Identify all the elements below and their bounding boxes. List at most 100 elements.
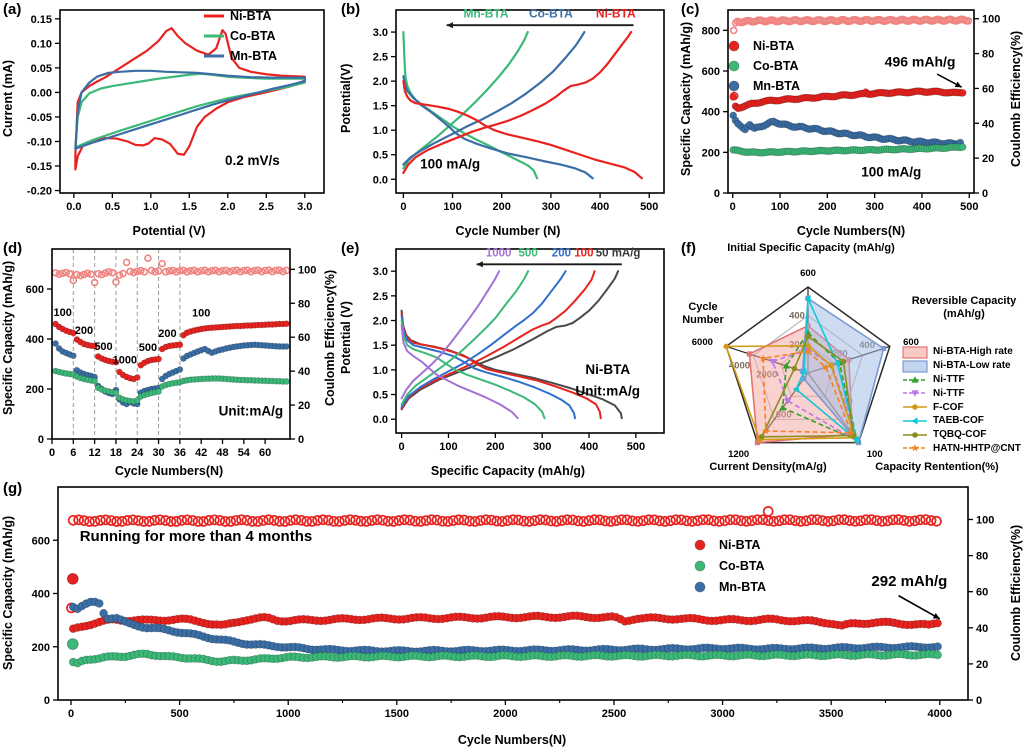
legend-swatch [694,581,706,592]
svg-text:Ni-BTA: Ni-BTA [585,362,630,377]
legend-item-f-0: Ni-BTA-High rate [902,345,1021,359]
panel-c-ylabel-right: Coulomb Efficiency(%) [1009,30,1023,167]
svg-text:500: 500 [139,342,157,354]
legend-label: Co-BTA [230,29,276,43]
svg-text:6: 6 [70,447,76,459]
legend-swatch [902,346,928,359]
svg-text:60: 60 [298,332,310,344]
svg-text:0.15: 0.15 [31,14,52,26]
svg-text:40: 40 [982,118,994,130]
svg-text:400: 400 [580,441,598,453]
svg-text:50 mA/g: 50 mA/g [596,247,641,259]
legend-label: Ni-BTA [719,537,761,552]
svg-text:-0.10: -0.10 [27,136,52,148]
svg-text:60: 60 [259,447,271,459]
legend-item-c-1: Co-BTA [726,56,800,76]
svg-text:42: 42 [195,447,207,459]
svg-text:3000: 3000 [710,708,734,720]
svg-text:0.0: 0.0 [66,201,81,213]
legend-label: TAEB-COF [933,415,984,427]
panel-e-ylabel: Potential (V) [339,301,353,375]
radar-axis-title-capacity-retention: Capacity Rentention(%) [875,461,999,473]
legend-label: Mn-BTA [753,79,800,93]
svg-text:80: 80 [976,551,988,563]
panel-b-xlabel: Cycle Number (N) [455,224,561,238]
svg-text:100: 100 [298,264,316,276]
legend-item-f-2: Ni-TTF [902,373,1021,387]
svg-text:2.0: 2.0 [373,76,388,88]
svg-text:Running for more than 4 months: Running for more than 4 months [80,528,313,545]
legend-item-f-6: TQBQ-COF [902,428,1021,442]
svg-text:200: 200 [158,328,176,340]
legend-item-f-4: F-COF [902,400,1021,414]
svg-text:400: 400 [702,107,720,119]
svg-text:0.0: 0.0 [373,414,388,426]
svg-text:200: 200 [26,384,44,396]
svg-text:48: 48 [216,447,228,459]
panel-c-ylabel: Specific Capacity (mAh/g) [679,21,693,176]
radar-axis-title-reversible-capacity: Reversible Capacity (mAh/g) [911,295,1017,320]
svg-text:0.0: 0.0 [373,174,388,186]
panel-e-plot: 0 100 200 300 400 500 0.0 0.5 1.0 1.5 2.0 2.5 3.0 100… [338,239,678,479]
svg-text:Ni-BTA: Ni-BTA [596,6,636,20]
legend-label: Co-BTA [719,558,765,573]
legend-label: Co-BTA [753,59,799,73]
svg-text:3.0: 3.0 [373,27,388,39]
panel-d-ylabel-right: Coulomb Efficiency(%) [323,269,337,407]
svg-text:0: 0 [68,708,74,720]
panel-b-ylabel: Potential(V) [339,63,353,134]
svg-text:Unit:mA/g: Unit:mA/g [219,403,284,418]
panel-g-legend: Ni-BTA Co-BTA Mn-BTA [692,534,766,597]
panel-d-plot: 0 6 12 18 24 30 36 42 48 54 60 0 200 400 600 0 20 40 60 80 1… [0,239,338,479]
panel-e-tag: (e) [341,240,360,257]
svg-text:400: 400 [32,589,50,601]
panel-c-tag: (c) [681,1,700,18]
svg-text:1.5: 1.5 [182,201,197,213]
svg-text:3.0: 3.0 [373,266,388,278]
svg-text:496 mAh/g: 496 mAh/g [885,54,956,70]
legend-item-g-2: Mn-BTA [692,576,766,597]
svg-text:1.5: 1.5 [373,101,388,113]
svg-text:40: 40 [976,623,988,635]
radar-axis-title-cycle-number: Cycle Number [682,301,724,326]
svg-text:1.5: 1.5 [373,340,388,352]
chart-e: 0 100 200 300 400 5000.00.51.01.52.02.53.0100… [373,247,665,453]
panel-g-plot: 0 500 1000 1500 2000 2500 3000 3500 4000 0 200 400 6… [0,479,1024,748]
svg-text:500: 500 [519,247,538,259]
legend-swatch [903,375,927,383]
chart-d: 0 6 12 18 24 30 36 42 48 54 6002004006000204060801… [26,248,316,459]
svg-text:600: 600 [26,284,44,296]
svg-text:100: 100 [771,201,789,213]
svg-text:2.0: 2.0 [220,201,235,213]
svg-text:80: 80 [982,49,994,61]
svg-text:0.10: 0.10 [31,38,52,50]
svg-text:0: 0 [49,447,55,459]
legend-swatch [204,14,224,18]
svg-text:1.0: 1.0 [373,125,388,137]
svg-text:3500: 3500 [819,708,843,720]
svg-text:-0.15: -0.15 [27,161,52,173]
svg-text:200: 200 [702,147,720,159]
legend-label: Ni-TTF [933,387,965,399]
svg-text:18: 18 [110,447,122,459]
svg-text:400: 400 [913,201,931,213]
svg-text:20: 20 [982,153,994,165]
svg-text:100: 100 [867,449,883,460]
legend-swatch [728,40,740,52]
svg-text:0: 0 [714,188,720,200]
svg-text:0: 0 [44,695,50,707]
svg-text:-0.20: -0.20 [27,186,52,198]
legend-item-f-3: Ni-TTF [902,386,1021,400]
svg-text:0.5: 0.5 [105,201,120,213]
svg-text:20: 20 [976,659,988,671]
svg-text:1000: 1000 [113,355,137,367]
svg-text:200: 200 [75,325,93,337]
svg-text:60: 60 [976,587,988,599]
svg-text:600: 600 [800,268,816,279]
legend-item-g-1: Co-BTA [692,555,766,576]
panel-d-xlabel: Cycle Numbers(N) [114,464,224,478]
svg-text:200: 200 [486,441,504,453]
svg-text:3.0: 3.0 [297,201,312,213]
svg-text:0: 0 [298,434,304,446]
legend-swatch [903,390,927,397]
